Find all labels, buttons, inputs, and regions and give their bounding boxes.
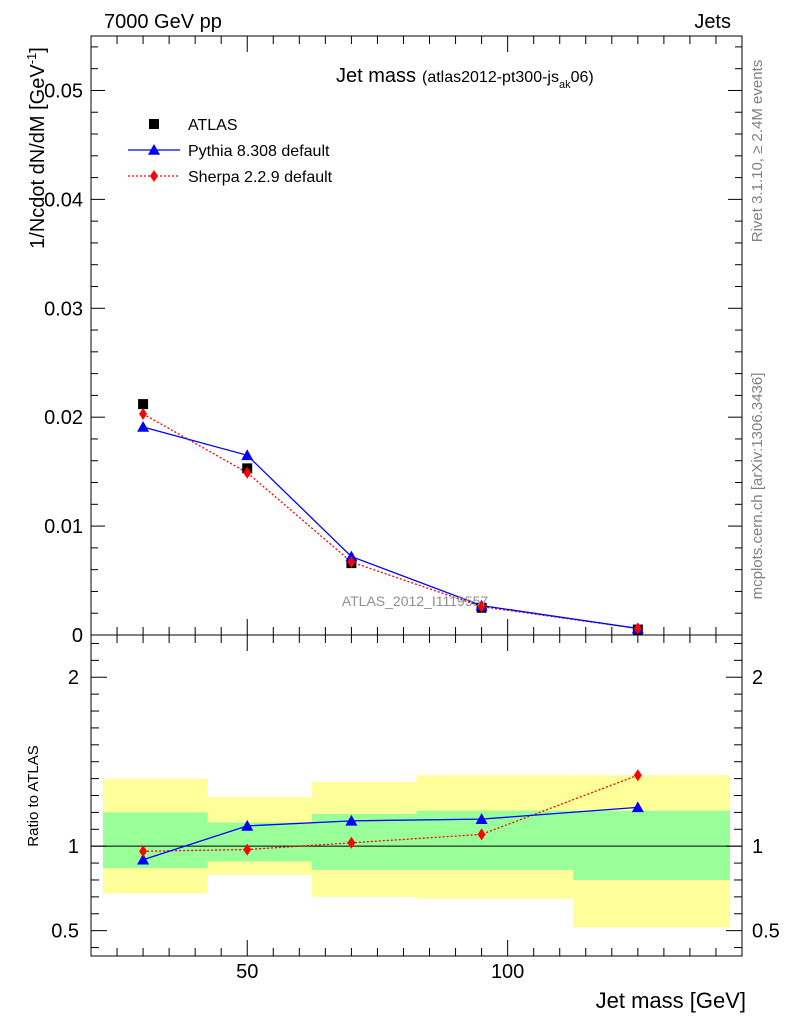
ratio-y-tick-label-right: 2 bbox=[752, 667, 763, 689]
y-tick-label: 0.02 bbox=[44, 407, 83, 429]
y-axis-label: 1/Ncdot dN/dM [GeV-1] bbox=[24, 47, 49, 249]
ratio-pythia-point bbox=[475, 813, 488, 824]
band-inner bbox=[573, 810, 730, 880]
mcplots-label: mcplots.cern.ch [arXiv:1306.3436] bbox=[749, 373, 766, 600]
pythia-point bbox=[241, 449, 254, 461]
ratio-y-tick-label-right: 1 bbox=[752, 836, 763, 858]
ratio-pythia-point bbox=[631, 801, 644, 813]
ratio-y-tick-label: 2 bbox=[68, 667, 79, 689]
y-tick-label: 0 bbox=[72, 625, 83, 647]
legend-pythia-label: Pythia 8.308 default bbox=[188, 143, 330, 160]
legend-sherpa-marker bbox=[150, 170, 158, 182]
ratio-y-tick-label-right: 0.5 bbox=[752, 921, 780, 943]
watermark: ATLAS_2012_I1119557 bbox=[342, 593, 489, 609]
ratio-panel: 0.5 0.5 1 1 2 2 50 100 bbox=[51, 634, 780, 983]
ratio-sherpa-point bbox=[633, 769, 642, 782]
ratio-sherpa-point bbox=[347, 836, 356, 849]
ratio-sherpa-point bbox=[139, 845, 148, 858]
atlas-point bbox=[138, 399, 149, 410]
band-inner bbox=[207, 822, 312, 862]
y-tick-label: 0.01 bbox=[44, 516, 83, 538]
header-left: 7000 GeV pp bbox=[104, 11, 222, 33]
main-title: Jet mass bbox=[336, 65, 416, 87]
pythia-point bbox=[137, 420, 150, 432]
legend-atlas-label: ATLAS bbox=[188, 117, 238, 134]
pythia-point bbox=[345, 550, 358, 562]
rivet-label: Rivet 3.1.10, ≥ 2.4M events bbox=[749, 60, 766, 243]
ratio-sherpa-point bbox=[477, 828, 486, 841]
ratio-y-axis-label: Ratio to ATLAS bbox=[25, 745, 42, 846]
band-inner bbox=[103, 812, 208, 869]
ratio-y-tick-label: 0.5 bbox=[51, 921, 79, 943]
band-inner bbox=[416, 810, 574, 870]
ratio-pythia-point bbox=[137, 853, 150, 865]
header-right: Jets bbox=[694, 11, 731, 33]
y-tick-label: 0.05 bbox=[44, 80, 83, 102]
legend: ATLAS Pythia 8.308 default Sherpa 2.2.9 de… bbox=[128, 117, 333, 186]
ratio-y-tick-label: 1 bbox=[68, 836, 79, 858]
sherpa-point bbox=[139, 407, 148, 420]
main-panel: 0 0.01 0.02 0.03 0.04 0.05 ATLAS Pythia 8.308 d… bbox=[44, 35, 743, 647]
ratio-sherpa-point bbox=[243, 843, 252, 856]
legend-pythia-marker bbox=[148, 144, 160, 155]
sherpa-point bbox=[477, 600, 486, 613]
x-axis-label: Jet mass [GeV] bbox=[596, 988, 746, 1013]
sherpa-point bbox=[243, 466, 252, 479]
main-title-sub: (atlas2012-pt300-jsak06) bbox=[422, 69, 594, 91]
y-tick-label: 0.03 bbox=[44, 298, 83, 320]
ratio-pythia-point bbox=[241, 819, 254, 831]
legend-sherpa-label: Sherpa 2.2.9 default bbox=[188, 169, 333, 186]
sherpa-point bbox=[347, 556, 356, 569]
y-tick-label: 0.04 bbox=[44, 189, 83, 211]
x-tick-label: 100 bbox=[491, 961, 524, 983]
x-tick-label: 50 bbox=[236, 961, 258, 983]
sherpa-point bbox=[633, 622, 642, 635]
ratio-pythia-point bbox=[345, 814, 358, 826]
legend-atlas-marker bbox=[149, 119, 159, 129]
